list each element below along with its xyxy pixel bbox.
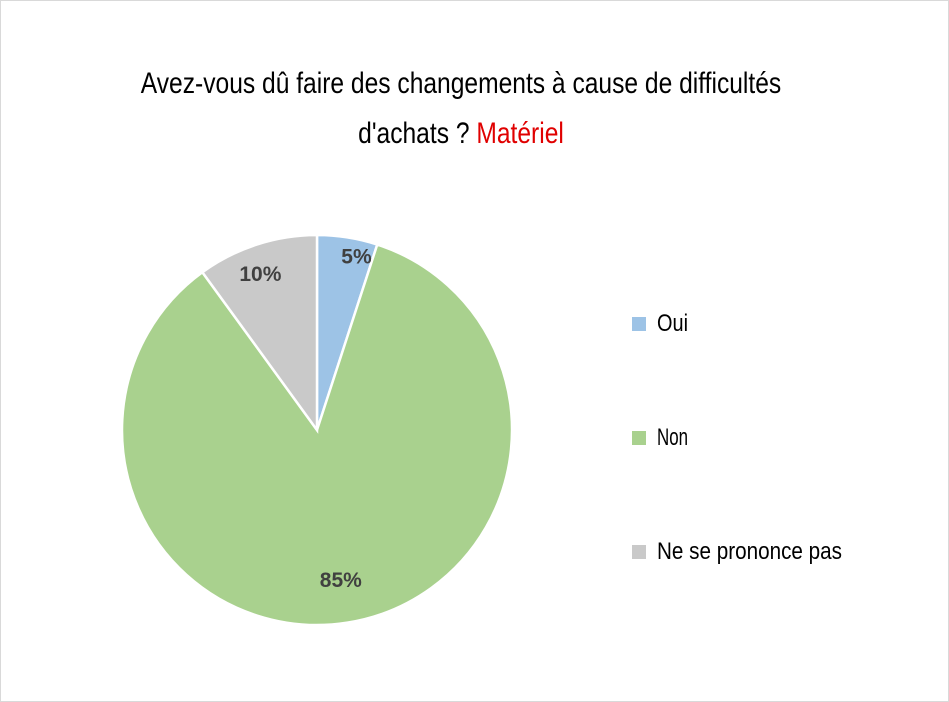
pie-slices bbox=[120, 233, 514, 627]
chart-title-accent: Matériel bbox=[476, 117, 564, 150]
legend-label-ne-se-prononce-pas: Ne se prononce pas bbox=[657, 538, 842, 565]
legend-swatch-oui bbox=[632, 317, 646, 331]
data-labels: 5% 85% 10% bbox=[239, 246, 372, 593]
chart-title: Avez-vous dû faire des changements à cau… bbox=[133, 59, 789, 159]
chart-title-text: Avez-vous dû faire des changements à cau… bbox=[140, 67, 782, 150]
pie-slice-ne-se-prononce-pas bbox=[200, 233, 319, 434]
pie-slice-non bbox=[120, 242, 514, 627]
legend-swatch-ne-se-prononce-pas bbox=[632, 545, 646, 559]
legend-swatch-non bbox=[632, 431, 646, 445]
data-label-oui: 5% bbox=[341, 246, 372, 269]
legend: Oui Non Ne se prononce pas bbox=[632, 310, 842, 565]
legend-label-non: Non bbox=[657, 424, 688, 451]
data-label-non: 85% bbox=[320, 569, 362, 592]
data-label-ne-se-prononce-pas: 10% bbox=[239, 263, 281, 286]
legend-label-oui: Oui bbox=[657, 310, 688, 337]
